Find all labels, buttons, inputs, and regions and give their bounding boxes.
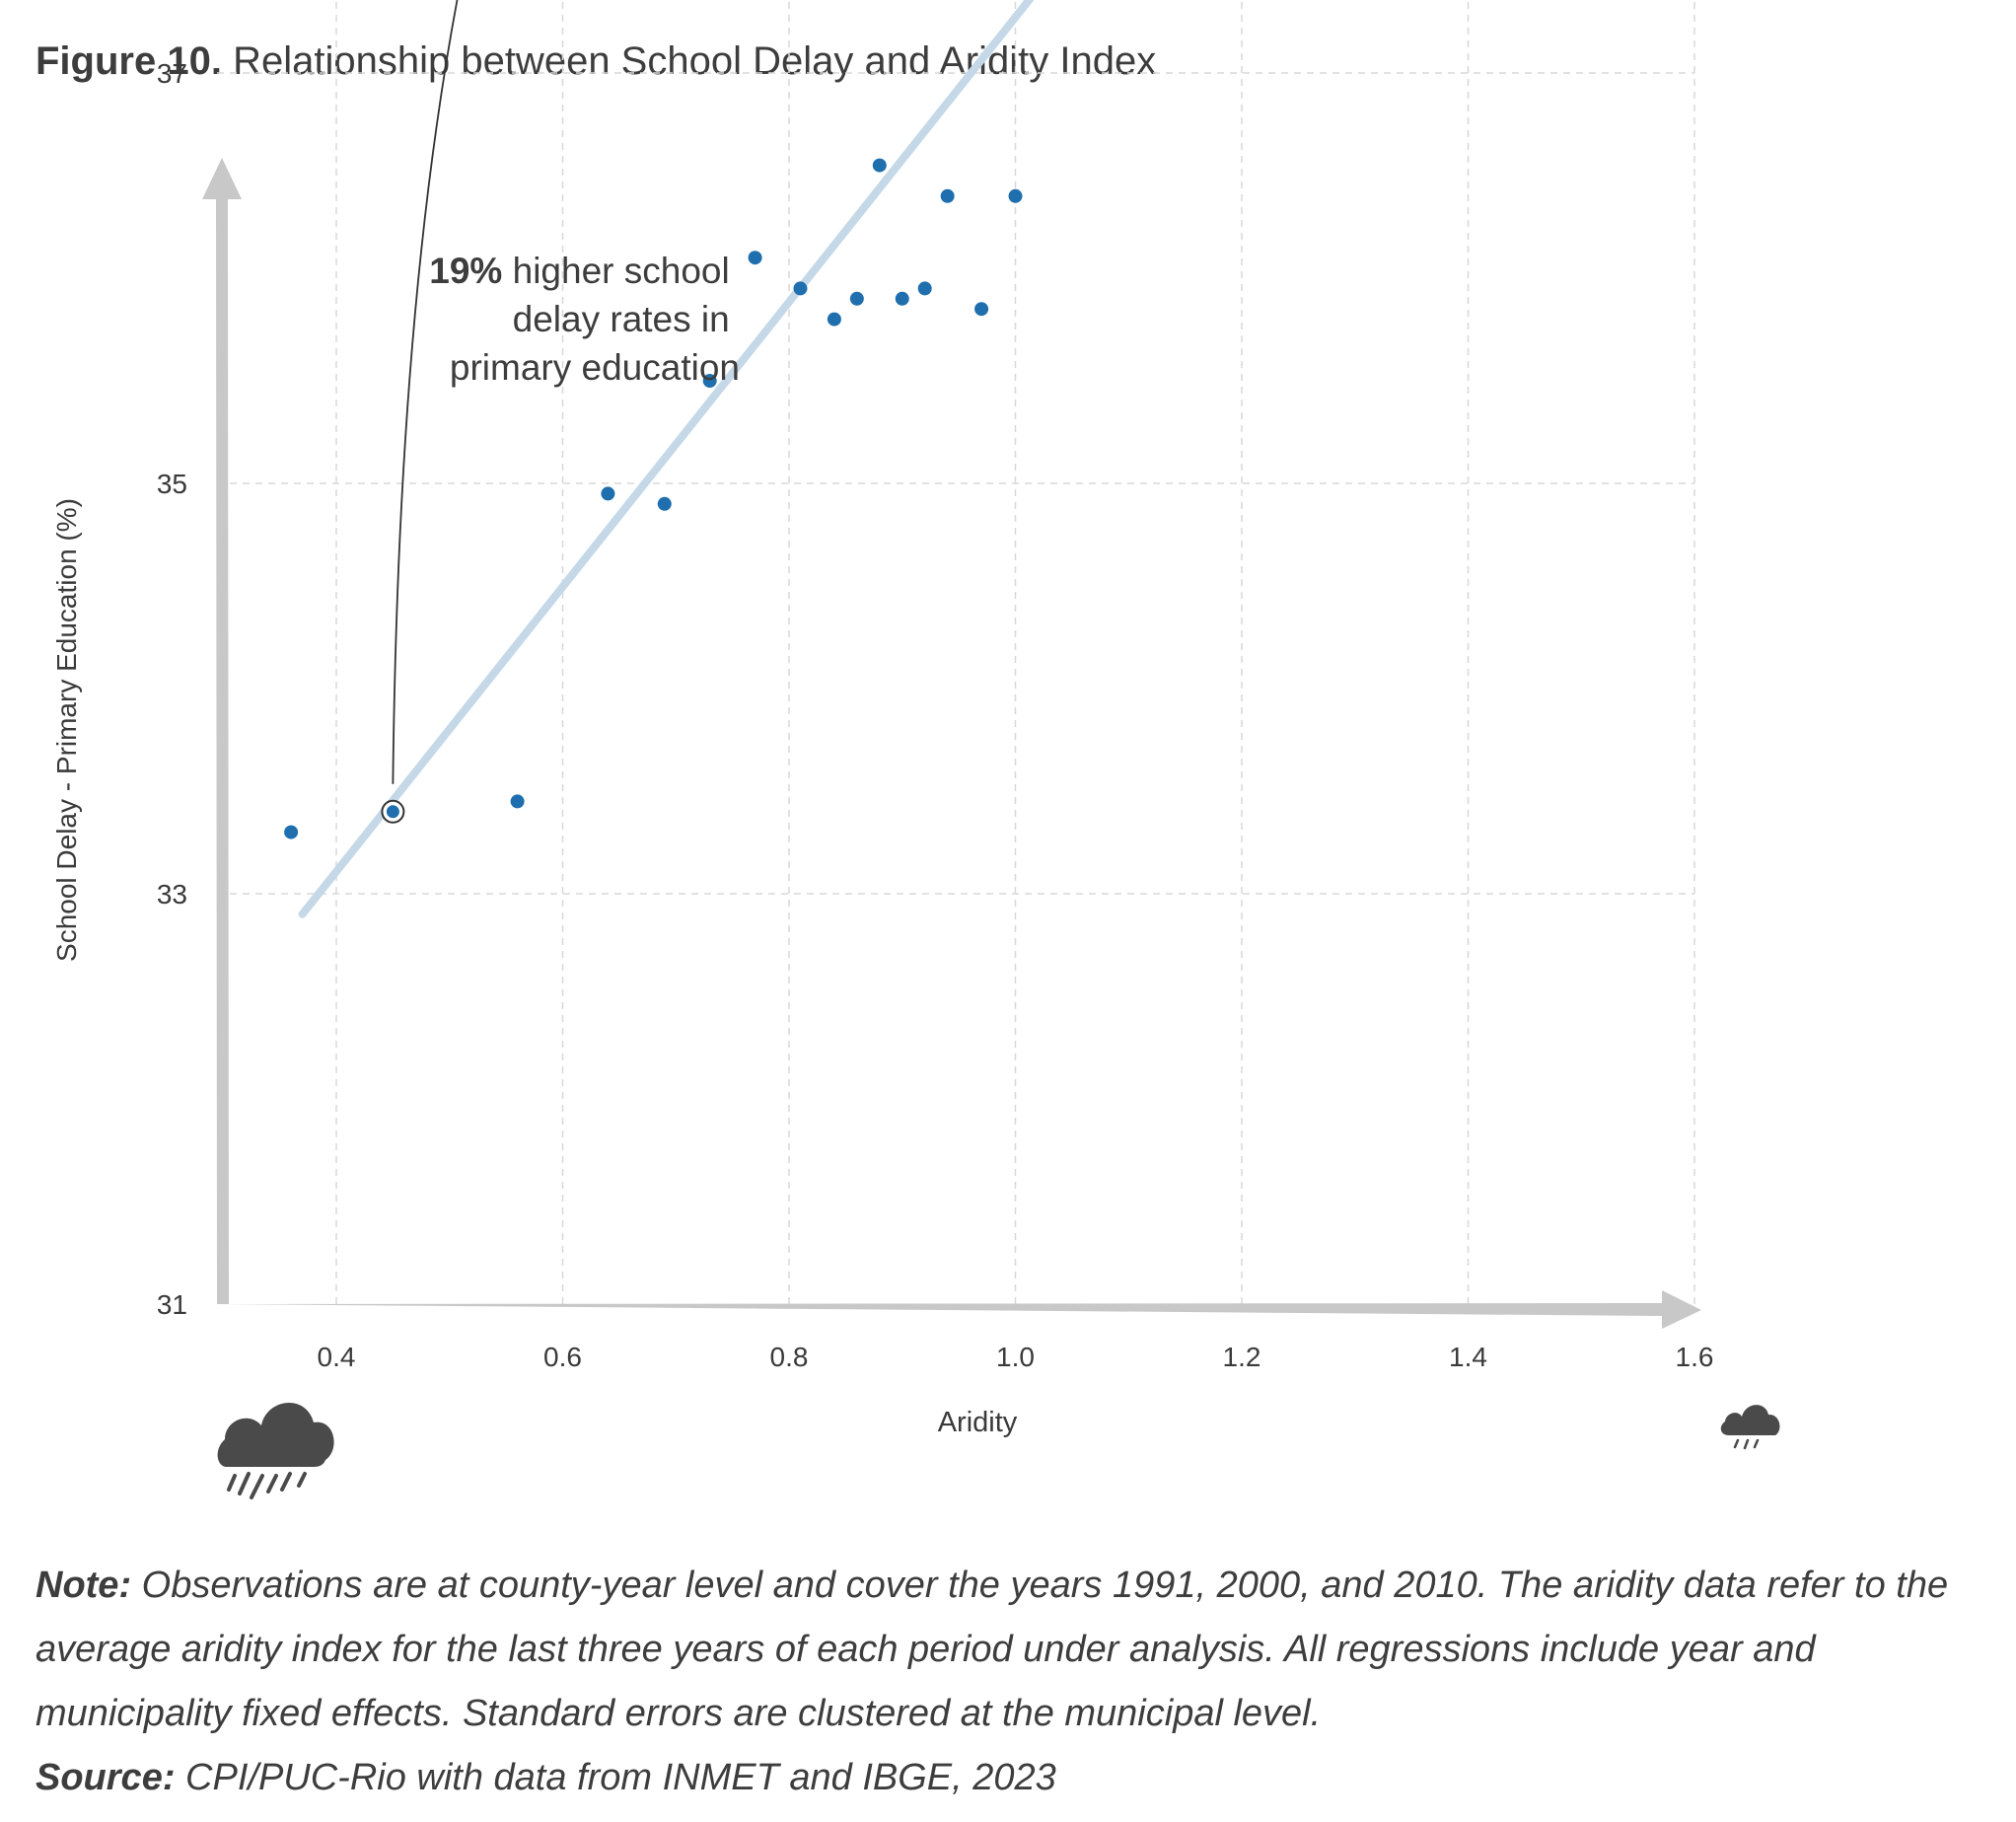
source-label: Source: — [36, 1757, 176, 1798]
data-points — [284, 158, 1023, 839]
data-point — [748, 251, 762, 265]
data-point — [872, 158, 887, 173]
y-tick-label: 37 — [157, 58, 187, 89]
note-paragraph: Note: Observations are at county-year le… — [36, 1554, 1998, 1746]
note-label: Note: — [36, 1565, 132, 1606]
x-tick-label: 1.4 — [1449, 1342, 1487, 1372]
data-point — [974, 302, 989, 317]
figure-title: Figure 10. Relationship between School D… — [36, 39, 1156, 84]
highlighted-point — [381, 799, 405, 824]
x-axis-arrow — [217, 1290, 1701, 1329]
data-point — [284, 825, 299, 839]
x-tick-label: 0.4 — [318, 1342, 356, 1372]
highlighted-points — [381, 799, 405, 824]
note-text: Observations are at county-year level an… — [36, 1565, 1949, 1734]
y-axis-arrow — [202, 158, 242, 1304]
data-point — [917, 281, 932, 296]
y-tick-label: 33 — [157, 879, 187, 910]
data-point — [601, 486, 615, 501]
y-axis-label: School Delay - Primary Education (%) — [51, 498, 82, 962]
x-tick-label: 1.6 — [1676, 1342, 1714, 1372]
data-point — [510, 794, 525, 809]
x-tick-label: 1.0 — [996, 1342, 1035, 1372]
annotation-arrow — [392, 0, 459, 784]
source-text: CPI/PUC-Rio with data from INMET and IBG… — [175, 1757, 1056, 1798]
y-tick-label: 31 — [157, 1289, 187, 1320]
data-point — [849, 291, 864, 306]
annotation-line1: higher school — [502, 251, 729, 291]
annotation-line2: delay rates in — [513, 299, 730, 339]
data-point — [1008, 188, 1023, 203]
figure-notes: Note: Observations are at county-year le… — [36, 1554, 1998, 1810]
x-tick-label: 1.2 — [1223, 1342, 1261, 1372]
annotation-text: 19% higher school delay rates in primary… — [429, 251, 740, 388]
data-point — [895, 291, 909, 306]
rain-cloud-light-icon — [1720, 1405, 1780, 1450]
figure-title-text: Relationship between School Delay and Ar… — [233, 39, 1157, 83]
grid-lines — [217, 0, 1695, 1304]
annotation-line3: primary education — [450, 347, 740, 388]
x-tick-label: 0.8 — [770, 1342, 809, 1372]
figure-number: Figure 10. — [36, 39, 222, 83]
data-point — [702, 374, 717, 388]
y-tick-labels: 313335373941 — [157, 58, 187, 1320]
data-point — [657, 496, 672, 511]
x-axis-label: Aridity — [938, 1407, 1018, 1438]
scatter-chart: 313335373941 0.40.60.81.01.21.41.6 Schoo… — [51, 0, 1780, 1499]
rain-cloud-heavy-icon — [217, 1402, 334, 1499]
y-tick-label: 35 — [157, 469, 187, 499]
data-point — [940, 188, 955, 203]
source-paragraph: Source: CPI/PUC-Rio with data from INMET… — [36, 1746, 1998, 1810]
annotation-bold: 19% — [429, 251, 502, 291]
x-tick-labels: 0.4 0.6 0.8 1.0 1.2 1.4 1.6 — [318, 1342, 1714, 1372]
x-tick-label: 0.6 — [543, 1342, 582, 1372]
data-point — [827, 312, 841, 327]
data-point — [793, 281, 808, 296]
trend-line — [298, 0, 1035, 918]
